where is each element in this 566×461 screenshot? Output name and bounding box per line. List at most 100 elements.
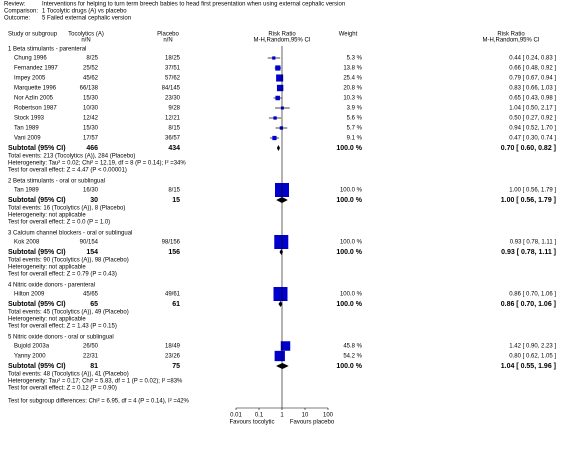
control-events: 18/25 (165, 56, 181, 62)
study-name: Nor Azlin 2005 (14, 96, 54, 102)
weight: 100.0 % (340, 292, 363, 298)
subtotal-diamond (276, 363, 289, 369)
column-header: Risk Ratio (268, 32, 296, 38)
effect: 0.44 [ 0.24, 0.83 ] (509, 56, 556, 62)
group-label: 3 Calcium channel blockers - oral or sub… (8, 231, 132, 237)
subtotal-effect: 1.00 [ 0.56, 1.79 ] (501, 197, 556, 204)
subgroup-note: Total events: 213 (Tocolytics (A)), 284 … (8, 154, 135, 160)
study-marker (275, 95, 280, 101)
weight: 10.3 % (343, 96, 362, 102)
x-tick-label: 0.01 (230, 413, 242, 419)
study-name: Fernandez 1997 (14, 66, 58, 72)
treatment-events: 17/57 (83, 136, 99, 142)
weight: 5.7 % (347, 126, 363, 132)
subgroup-note: Test for overall effect: Z = 4.47 (P < 0… (8, 168, 127, 174)
column-header: Tocolytics (A) (68, 32, 104, 38)
subgroup-note: Total events: 90 (Tocolytics (A)), 98 (P… (8, 258, 129, 264)
subtotal-weight: 100.0 % (336, 249, 362, 256)
weight: 25.4 % (343, 76, 362, 82)
header-label: Comparison: (4, 9, 38, 15)
x-tick-label: 10 (302, 413, 309, 419)
study-name: Yanny 2000 (14, 354, 46, 360)
column-header: n/N (81, 38, 90, 44)
subtotal-weight: 100.0 % (336, 145, 362, 152)
footer: Test for subgroup differences: Chi² = 6.… (8, 399, 190, 405)
control-events: 18/49 (165, 344, 181, 350)
subgroup-note: Test for overall effect: Z = 1.43 (P = 0… (8, 324, 117, 330)
study-marker (274, 350, 285, 362)
axis-left-label: Favours tocolytic (229, 420, 274, 426)
study-marker (280, 106, 284, 110)
effect: 0.94 [ 0.52, 1.70 ] (509, 126, 556, 132)
subtotal-diamond (276, 145, 281, 151)
treatment-events: 8/25 (86, 56, 98, 62)
weight: 20.8 % (343, 86, 362, 92)
subtotal-weight: 100.0 % (336, 197, 362, 204)
subgroup-note: Heterogeneity: not applicable (8, 213, 86, 219)
control-events: 84/145 (162, 86, 181, 92)
study-name: Hilton 2009 (14, 292, 45, 298)
subgroup-note: Total events: 48 (Tocolytics (A)), 41 (P… (8, 372, 129, 378)
study-marker (275, 65, 281, 71)
subtotal-diamond (278, 301, 283, 307)
subtotal-label: Subtotal (95% CI) (8, 145, 66, 152)
subgroup-note: Test for overall effect: Z = 0.79 (P = 0… (8, 272, 117, 278)
treatment-events: 45/62 (83, 76, 99, 82)
subtotal-effect: 0.86 [ 0.70, 1.06 ] (501, 301, 556, 308)
control-events: 12/21 (165, 116, 181, 122)
subtotal-label: Subtotal (95% CI) (8, 301, 66, 308)
group-label: 4 Nitric oxide donors - parenteral (8, 283, 95, 289)
subgroup-note: Heterogeneity: not applicable (8, 265, 86, 271)
subtotal-treatment: 30 (90, 197, 98, 204)
study-marker (276, 74, 284, 82)
study-name: Tan 1989 (14, 188, 39, 194)
weight: 5.6 % (347, 116, 363, 122)
subgroup-note: Test for overall effect: Z = 0.0 (P = 1.… (8, 220, 110, 226)
subgroup-note: Test for overall effect: Z = 0.12 (P = 0… (8, 386, 117, 392)
effect: 0.66 [ 0.48, 0.92 ] (509, 66, 556, 72)
effect: 0.47 [ 0.30, 0.74 ] (509, 136, 556, 142)
subtotal-weight: 100.0 % (336, 363, 362, 370)
study-name: Marquette 1996 (14, 86, 57, 92)
treatment-events: 66/138 (80, 86, 99, 92)
weight: 100.0 % (340, 240, 363, 246)
x-tick-label: 0.1 (255, 413, 264, 419)
subgroup-note: Heterogeneity: Tau² = 0.02; Chi² = 12.19… (8, 161, 186, 167)
weight: 13.8 % (343, 66, 362, 72)
study-marker (280, 341, 291, 351)
weight: 3.9 % (347, 106, 363, 112)
column-header: Risk Ratio (497, 32, 525, 38)
header-label: Review: (4, 2, 26, 8)
column-header: Study or subgroup (8, 32, 58, 38)
header-text: 5 Failed external cephalic version (42, 16, 131, 22)
x-tick-label: 1 (280, 413, 284, 419)
weight: 100.0 % (340, 188, 363, 194)
group-label: 5 Nitric oxide donors - oral or sublingu… (8, 335, 114, 341)
study-marker (274, 235, 289, 249)
study-marker (273, 287, 288, 301)
study-marker (276, 84, 284, 92)
treatment-events: 15/30 (83, 96, 99, 102)
control-events: 23/30 (165, 96, 181, 102)
weight: 9.1 % (347, 136, 363, 142)
subtotal-control: 75 (172, 363, 180, 370)
study-marker (279, 126, 284, 130)
subtotal-treatment: 81 (90, 363, 98, 370)
control-events: 49/61 (165, 292, 181, 298)
subtotal-control: 15 (172, 197, 180, 204)
column-header: n/N (163, 38, 172, 44)
subtotal-treatment: 154 (86, 249, 98, 256)
study-name: Vani 2009 (14, 136, 41, 142)
study-name: Tan 1989 (14, 126, 39, 132)
subgroup-note: Heterogeneity: Tau² = 0.17; Chi² = 5.83,… (8, 379, 183, 385)
subtotal-control: 61 (172, 301, 180, 308)
subgroup-note: Total events: 16 (Tocolytics (A)), 8 (Pl… (8, 206, 125, 212)
control-events: 36/57 (165, 136, 181, 142)
subtotal-label: Subtotal (95% CI) (8, 249, 66, 256)
subtotal-control: 156 (168, 249, 180, 256)
subtotal-treatment: 466 (86, 145, 98, 152)
treatment-events: 16/30 (83, 188, 99, 194)
header-label: Outcome: (4, 16, 30, 22)
group-label: 2 Beta stimulants - oral or sublingual (8, 179, 105, 185)
